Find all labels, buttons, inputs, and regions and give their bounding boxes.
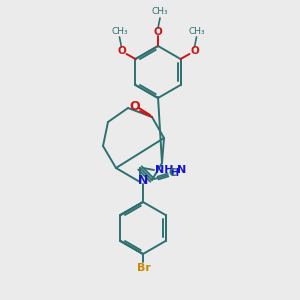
Text: O: O [190, 46, 199, 56]
Text: Br: Br [137, 263, 151, 273]
Text: NH: NH [155, 165, 173, 175]
Text: O: O [130, 100, 140, 113]
Text: CH₃: CH₃ [188, 26, 205, 35]
Text: H: H [170, 168, 178, 178]
Text: C: C [169, 168, 177, 178]
Text: O: O [154, 27, 162, 37]
Text: N: N [177, 165, 187, 175]
Text: CH₃: CH₃ [152, 8, 168, 16]
Text: CH₃: CH₃ [111, 26, 128, 35]
Text: O: O [117, 46, 126, 56]
Text: N: N [138, 173, 148, 187]
